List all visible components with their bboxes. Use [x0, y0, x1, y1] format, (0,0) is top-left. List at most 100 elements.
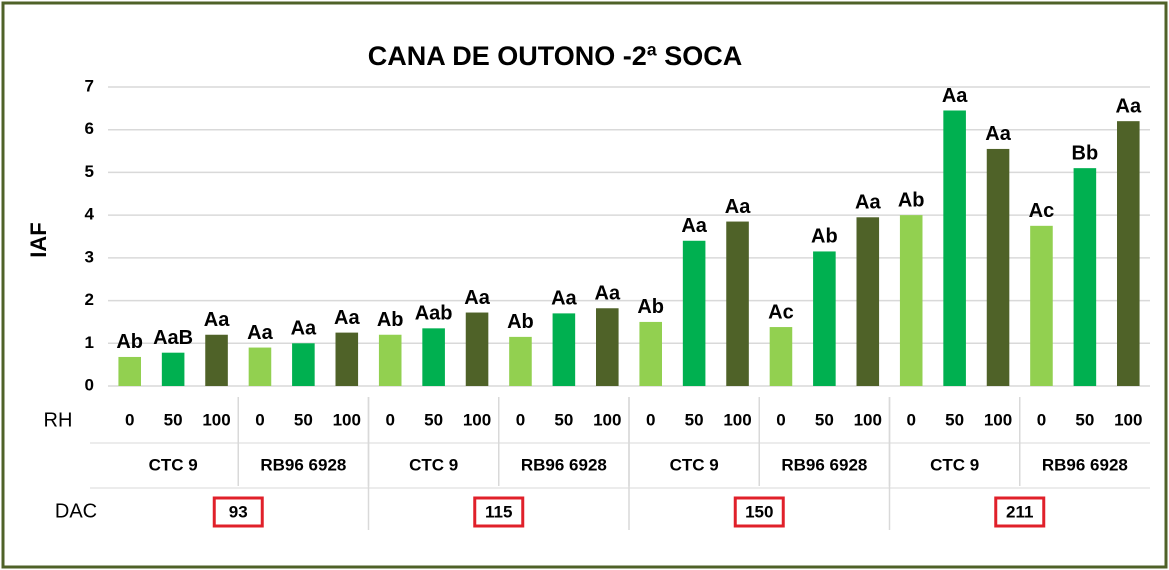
data-label: AaB	[153, 327, 193, 349]
dac-box	[994, 496, 1046, 528]
cultivar-label: CTC 9	[409, 455, 458, 474]
x-tick-label: 50	[554, 410, 573, 429]
cultivar-label: RB96 6928	[521, 455, 607, 474]
bar	[422, 328, 445, 386]
data-label: Aa	[985, 123, 1011, 145]
data-label: Ac	[768, 301, 794, 323]
data-label: Aa	[595, 283, 621, 305]
data-label: Ab	[507, 311, 534, 333]
x-tick-label: 100	[854, 410, 882, 429]
data-label: Ab	[898, 189, 925, 211]
x-tick-label: 0	[125, 410, 134, 429]
y-tick-label: 2	[85, 290, 94, 309]
dac-box	[473, 496, 525, 528]
x-tick-label: 100	[463, 410, 491, 429]
x-tick-label: 50	[945, 410, 964, 429]
data-label: Aa	[1116, 95, 1142, 117]
data-label: Aa	[464, 287, 490, 309]
data-label: Ab	[377, 309, 404, 331]
data-label: Aa	[334, 307, 360, 329]
y-tick-label: 0	[85, 375, 94, 394]
data-label: Aa	[551, 288, 577, 310]
bar	[1030, 225, 1053, 386]
x-tick-label: 100	[723, 410, 751, 429]
dac-label: DAC	[55, 500, 97, 522]
bar	[726, 221, 749, 386]
bar	[552, 313, 576, 386]
x-tick-label: 100	[1114, 410, 1142, 429]
x-tick-label: 0	[776, 410, 785, 429]
y-axis-label: IAF	[26, 222, 51, 257]
dac-value: 150	[745, 502, 773, 521]
data-label: Bb	[1072, 142, 1099, 164]
x-tick-label: 50	[685, 410, 704, 429]
bar	[335, 332, 359, 386]
data-label: Aa	[291, 318, 317, 340]
cultivar-label: RB96 6928	[1042, 455, 1128, 474]
bar	[899, 215, 923, 386]
dac-value: 211	[1006, 502, 1033, 521]
x-tick-label: 0	[646, 410, 655, 429]
dac-box	[212, 496, 264, 528]
dac-value: 93	[229, 502, 248, 521]
bar	[769, 327, 793, 386]
x-tick-label: 100	[984, 410, 1012, 429]
bar	[813, 251, 836, 386]
x-tick-label: 50	[294, 410, 313, 429]
bar	[943, 110, 966, 386]
x-tick-label: 50	[424, 410, 443, 429]
bar	[161, 352, 185, 386]
cultivar-label: RB96 6928	[260, 455, 346, 474]
x-tick-label: 0	[906, 410, 915, 429]
bar	[682, 240, 706, 386]
bar	[856, 217, 880, 386]
x-tick-label: 50	[164, 410, 183, 429]
x-tick-label: 100	[593, 410, 621, 429]
y-tick-label: 7	[85, 76, 94, 95]
data-label: Ab	[116, 331, 143, 353]
x-tick-label: 50	[1075, 410, 1094, 429]
data-label: Aa	[942, 85, 968, 107]
bar	[639, 321, 662, 386]
y-tick-label: 6	[85, 119, 94, 138]
data-label: Ab	[637, 296, 664, 318]
cultivar-label: CTC 9	[149, 455, 198, 474]
bar	[465, 312, 489, 386]
bar	[509, 336, 532, 386]
chart-title: CANA DE OUTONO -2ª SOCA	[368, 41, 743, 71]
x-tick-label: 0	[385, 410, 394, 429]
x-tick-label: 0	[1037, 410, 1046, 429]
x-tick-label: 0	[255, 410, 264, 429]
bar	[118, 356, 141, 386]
data-label: Ab	[811, 226, 838, 248]
y-tick-label: 5	[85, 162, 94, 181]
bar	[248, 347, 272, 386]
bar	[1073, 168, 1097, 386]
x-tick-label: 100	[202, 410, 230, 429]
data-label: Aa	[725, 196, 751, 218]
cultivar-label: CTC 9	[930, 455, 979, 474]
data-label: Aab	[415, 303, 453, 325]
data-label: Ac	[1029, 200, 1055, 222]
data-label: Aa	[681, 215, 707, 237]
data-label: Aa	[247, 322, 273, 344]
bar	[596, 308, 619, 386]
x-axis-label: RH	[44, 409, 73, 431]
bar	[1117, 121, 1140, 387]
data-label: Aa	[204, 309, 230, 331]
y-tick-label: 3	[85, 247, 94, 266]
data-label: Aa	[855, 192, 881, 214]
x-tick-label: 0	[516, 410, 525, 429]
x-tick-label: 50	[815, 410, 834, 429]
dac-value: 115	[485, 502, 512, 521]
x-tick-label: 100	[333, 410, 361, 429]
cultivar-label: CTC 9	[670, 455, 719, 474]
cultivar-label: RB96 6928	[781, 455, 867, 474]
bar	[292, 343, 315, 386]
dac-box	[733, 496, 785, 528]
y-tick-label: 1	[85, 333, 94, 352]
bar	[378, 334, 402, 386]
y-tick-label: 4	[85, 205, 95, 224]
